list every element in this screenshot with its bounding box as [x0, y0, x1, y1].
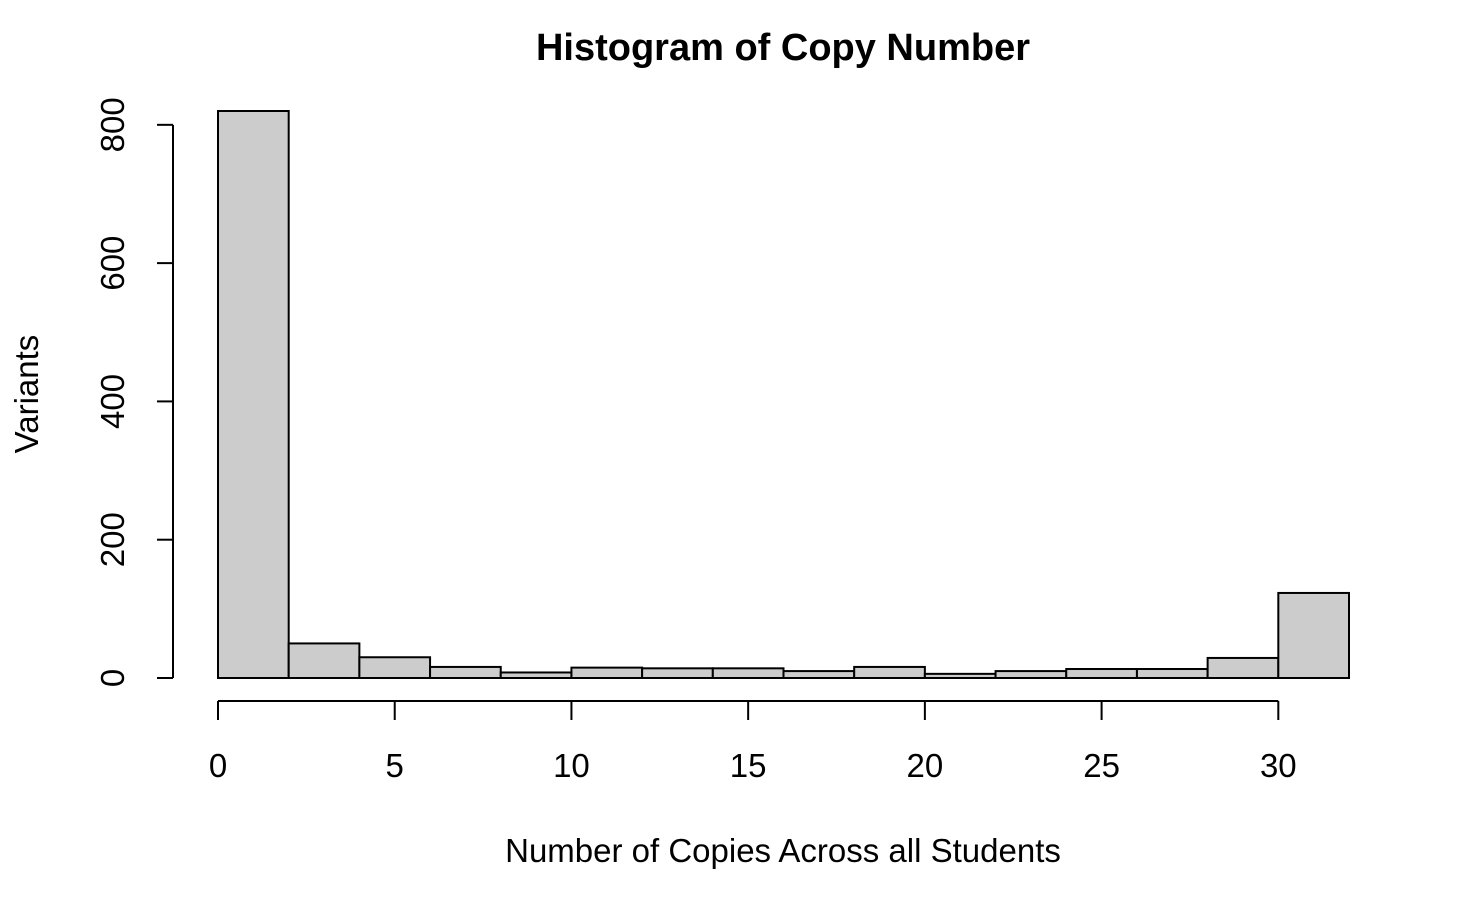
- histogram-bar: [923, 672, 997, 679]
- y-axis-label: Variants: [8, 335, 45, 454]
- histogram-bar: [217, 110, 290, 679]
- y-tick-label: 200: [94, 512, 131, 567]
- x-tick-label: 20: [907, 747, 944, 784]
- x-tick-label: 0: [209, 747, 227, 784]
- x-tick-label: 25: [1083, 747, 1120, 784]
- x-axis: 0 5 10 15 20 25 30: [209, 700, 1297, 784]
- x-tick-label: 15: [730, 747, 767, 784]
- histogram-bar: [429, 665, 502, 679]
- x-tick-label: 30: [1260, 747, 1297, 784]
- x-axis-label: Number of Copies Across all Students: [505, 832, 1061, 869]
- histogram-bar: [711, 667, 785, 680]
- histogram-bar: [641, 667, 714, 680]
- x-tick-label: 10: [553, 747, 590, 784]
- histogram-bar: [499, 671, 573, 680]
- histogram-bar: [358, 656, 432, 680]
- histogram-bar: [1135, 668, 1209, 680]
- chart-title: Histogram of Copy Number: [536, 27, 1030, 69]
- histogram-bar: [287, 642, 361, 679]
- histogram-bar: [1065, 668, 1138, 680]
- histogram-bar: [853, 665, 926, 679]
- histogram-bar: [1277, 591, 1350, 680]
- histogram-bar: [570, 666, 644, 680]
- bars-group: [217, 110, 1350, 680]
- y-tick-label: 800: [94, 97, 131, 152]
- y-tick-label: 400: [94, 374, 131, 429]
- y-tick-label: 600: [94, 236, 131, 291]
- histogram-bar: [782, 670, 856, 680]
- histogram-bar: [994, 670, 1068, 680]
- y-axis: 0 200 400 600 800: [94, 97, 174, 687]
- histogram-bar: [1206, 656, 1280, 680]
- x-tick-label: 5: [386, 747, 404, 784]
- y-tick-label: 0: [94, 669, 131, 687]
